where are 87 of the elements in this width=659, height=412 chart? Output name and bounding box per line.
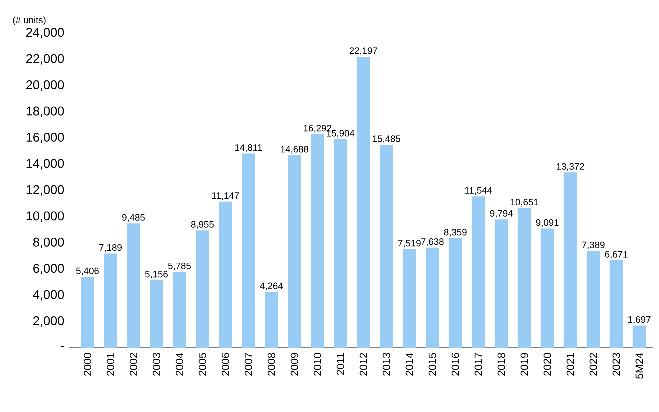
bar — [334, 139, 348, 348]
bar — [219, 202, 232, 348]
data-label: 13,372 — [557, 163, 584, 172]
bar — [564, 172, 578, 348]
x-tick-label: 2017 — [474, 353, 482, 376]
data-label: 15,485 — [373, 136, 400, 144]
x-tick-label: 2019 — [520, 353, 528, 376]
x-tick-label: 5M24 — [636, 353, 644, 379]
bar — [426, 248, 440, 348]
bar — [356, 56, 370, 348]
y-tick-label: 20,000 — [26, 80, 64, 92]
data-label: 8,955 — [191, 221, 214, 229]
bar — [610, 260, 624, 348]
data-label: 1,697 — [628, 316, 651, 324]
data-label: 11,147 — [212, 192, 240, 200]
y-tick-label: 16,000 — [26, 132, 64, 144]
x-tick-label: 2013 — [382, 353, 390, 376]
x-tick-label: 2014 — [406, 353, 414, 376]
x-tick-label: 2018 — [498, 353, 506, 376]
y-tick-label: 2,000 — [34, 316, 64, 328]
x-tick-label: 2016 — [452, 353, 460, 376]
y-tick-label: 14,000 — [26, 159, 64, 170]
bar — [494, 220, 508, 348]
bar — [310, 134, 324, 348]
bar — [540, 228, 554, 348]
bar — [104, 254, 118, 348]
data-label: 6,671 — [605, 251, 628, 259]
x-tick-label: 2006 — [222, 353, 230, 376]
bar — [472, 196, 486, 348]
data-label: 22,197 — [350, 48, 378, 56]
x-tick-label: 2004 — [176, 353, 184, 376]
bar — [196, 230, 210, 348]
data-label: 14,688 — [281, 146, 309, 154]
data-label: 7,389 — [582, 242, 605, 250]
data-label: 7,189 — [100, 244, 122, 252]
x-tick-label: 2022 — [590, 353, 598, 376]
data-label: 10,651 — [511, 199, 538, 207]
x-tick-label: 2015 — [428, 353, 436, 376]
x-tick-label: 2010 — [314, 353, 322, 376]
bar — [632, 326, 646, 348]
bar — [586, 251, 600, 348]
data-label: 9,794 — [490, 210, 513, 218]
x-tick-label: 2001 — [106, 353, 115, 376]
x-tick-label: 2007 — [244, 353, 252, 376]
bar — [380, 144, 394, 348]
data-label: 9,485 — [122, 214, 145, 222]
y-axis-title: (# units) — [13, 16, 46, 26]
data-label: 5,406 — [76, 268, 99, 276]
data-label: 5,785 — [168, 262, 191, 271]
data-label: 14,811 — [235, 144, 262, 152]
bar — [150, 280, 164, 348]
y-tick-label: 12,000 — [26, 185, 64, 196]
x-tick-label: 2000 — [84, 353, 92, 376]
data-label: 4,264 — [260, 282, 284, 290]
bar — [518, 208, 532, 348]
data-label: 7,638 — [421, 238, 444, 246]
x-tick-label: 2005 — [198, 353, 206, 376]
x-tick-label: 2012 — [360, 353, 368, 376]
x-tick-label: 2011 — [336, 353, 344, 376]
x-tick-label: 2020 — [544, 353, 552, 376]
y-tick-label: 8,000 — [33, 238, 64, 248]
bar — [173, 272, 186, 348]
data-label: 8,359 — [444, 229, 467, 237]
x-tick-label: 2003 — [152, 353, 160, 376]
y-tick-label: 18,000 — [26, 106, 64, 118]
y-tick-label: 24,000 — [26, 28, 64, 39]
y-tick-label: 22,000 — [26, 54, 64, 65]
x-tick-label: 2008 — [268, 353, 276, 376]
bar — [265, 292, 278, 348]
y-tick-label: 4,000 — [33, 290, 64, 301]
bar — [288, 155, 302, 348]
x-tick-label: 2009 — [290, 353, 298, 376]
x-tick-label: 2023 — [612, 353, 620, 376]
data-label: 11,544 — [465, 187, 492, 196]
y-tick-label: 6,000 — [34, 264, 64, 275]
bar — [81, 277, 94, 348]
bar — [402, 249, 416, 348]
bar — [127, 224, 140, 348]
bar — [448, 238, 462, 348]
x-tick-label: 2002 — [130, 353, 138, 376]
y-tick-label: - — [60, 346, 64, 348]
x-tick-label: 2021 — [566, 353, 574, 376]
data-label: 7,519 — [398, 240, 421, 248]
data-label: 9,091 — [536, 220, 559, 228]
y-tick-label: 10,000 — [26, 212, 64, 222]
data-label: 5,156 — [145, 271, 168, 279]
bar — [242, 154, 256, 348]
